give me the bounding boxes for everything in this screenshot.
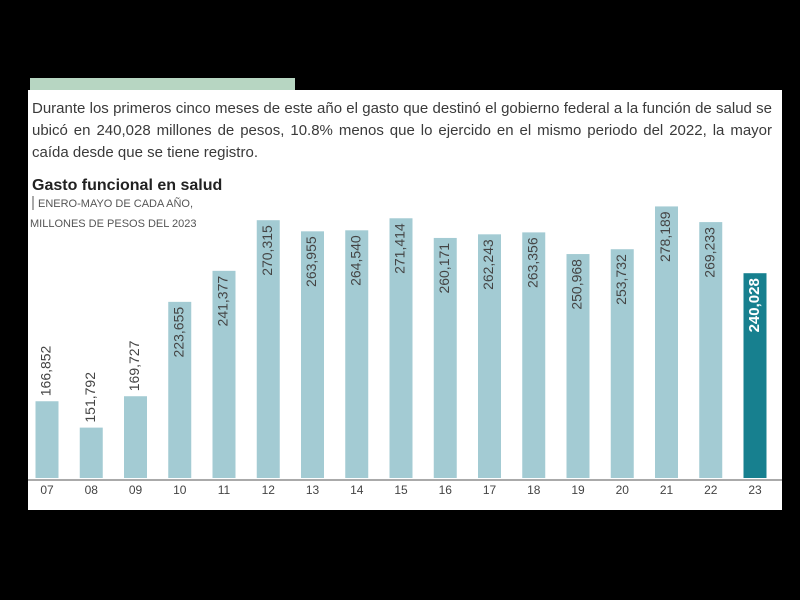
x-tick-label: 13	[306, 483, 320, 497]
x-tick-label: 12	[262, 483, 276, 497]
x-tick-label: 11	[218, 483, 231, 497]
value-label: 241,377	[215, 276, 231, 327]
value-label: 169,727	[126, 340, 142, 391]
x-tick-label: 18	[527, 483, 541, 497]
x-tick-label: 19	[571, 483, 585, 497]
x-tick-label: 21	[660, 483, 674, 497]
bar	[168, 301, 192, 478]
header-strip	[30, 78, 295, 90]
bar	[699, 222, 723, 478]
bar	[743, 273, 767, 478]
bar	[301, 231, 324, 478]
intro-text: Durante los primeros cinco meses de este…	[32, 100, 772, 161]
value-label: 263,356	[524, 237, 540, 288]
bar	[478, 234, 501, 478]
x-tick-label: 10	[173, 483, 187, 497]
x-tick-label: 16	[439, 483, 453, 497]
x-tick-label: 08	[85, 483, 99, 497]
value-label: 271,414	[392, 223, 408, 274]
x-tick-label: 17	[483, 483, 497, 497]
value-label: 269,233	[701, 227, 717, 278]
value-label: 262,243	[480, 239, 496, 290]
value-label: 250,968	[569, 259, 585, 310]
value-label: 278,189	[657, 211, 673, 262]
value-label: 166,852	[38, 345, 54, 396]
bar	[345, 230, 369, 478]
value-label: 223,655	[170, 307, 186, 358]
chart-subtitle: MILLONES DE PESOS DEL 2023	[30, 218, 197, 230]
x-tick-label: 15	[394, 483, 408, 497]
value-label: 260,171	[436, 243, 452, 294]
bar	[389, 218, 413, 478]
bar	[610, 249, 634, 478]
x-tick-label: 14	[350, 483, 364, 497]
value-label: 253,732	[613, 254, 629, 305]
x-tick-label: 09	[129, 483, 143, 497]
x-tick-label: 22	[704, 483, 718, 497]
bar	[35, 401, 59, 478]
x-tick-label: 07	[40, 483, 54, 497]
bar	[124, 396, 147, 478]
bar	[566, 254, 590, 478]
chart-subtitle: ENERO-MAYO DE CADA AÑO,	[38, 197, 193, 210]
value-label: 263,955	[303, 236, 319, 287]
value-label: 264,540	[347, 235, 363, 286]
bar	[212, 270, 236, 478]
value-label: 151,792	[82, 372, 98, 423]
value-label: 270,315	[259, 225, 275, 276]
x-tick-label: 23	[748, 483, 762, 497]
bar	[256, 220, 280, 479]
bar	[433, 237, 457, 478]
value-label: 240,028	[746, 278, 763, 332]
bar	[79, 427, 103, 478]
chart-title: Gasto funcional en salud	[32, 177, 222, 194]
x-tick-label: 20	[616, 483, 630, 497]
bar	[655, 206, 678, 478]
bar	[522, 232, 546, 478]
